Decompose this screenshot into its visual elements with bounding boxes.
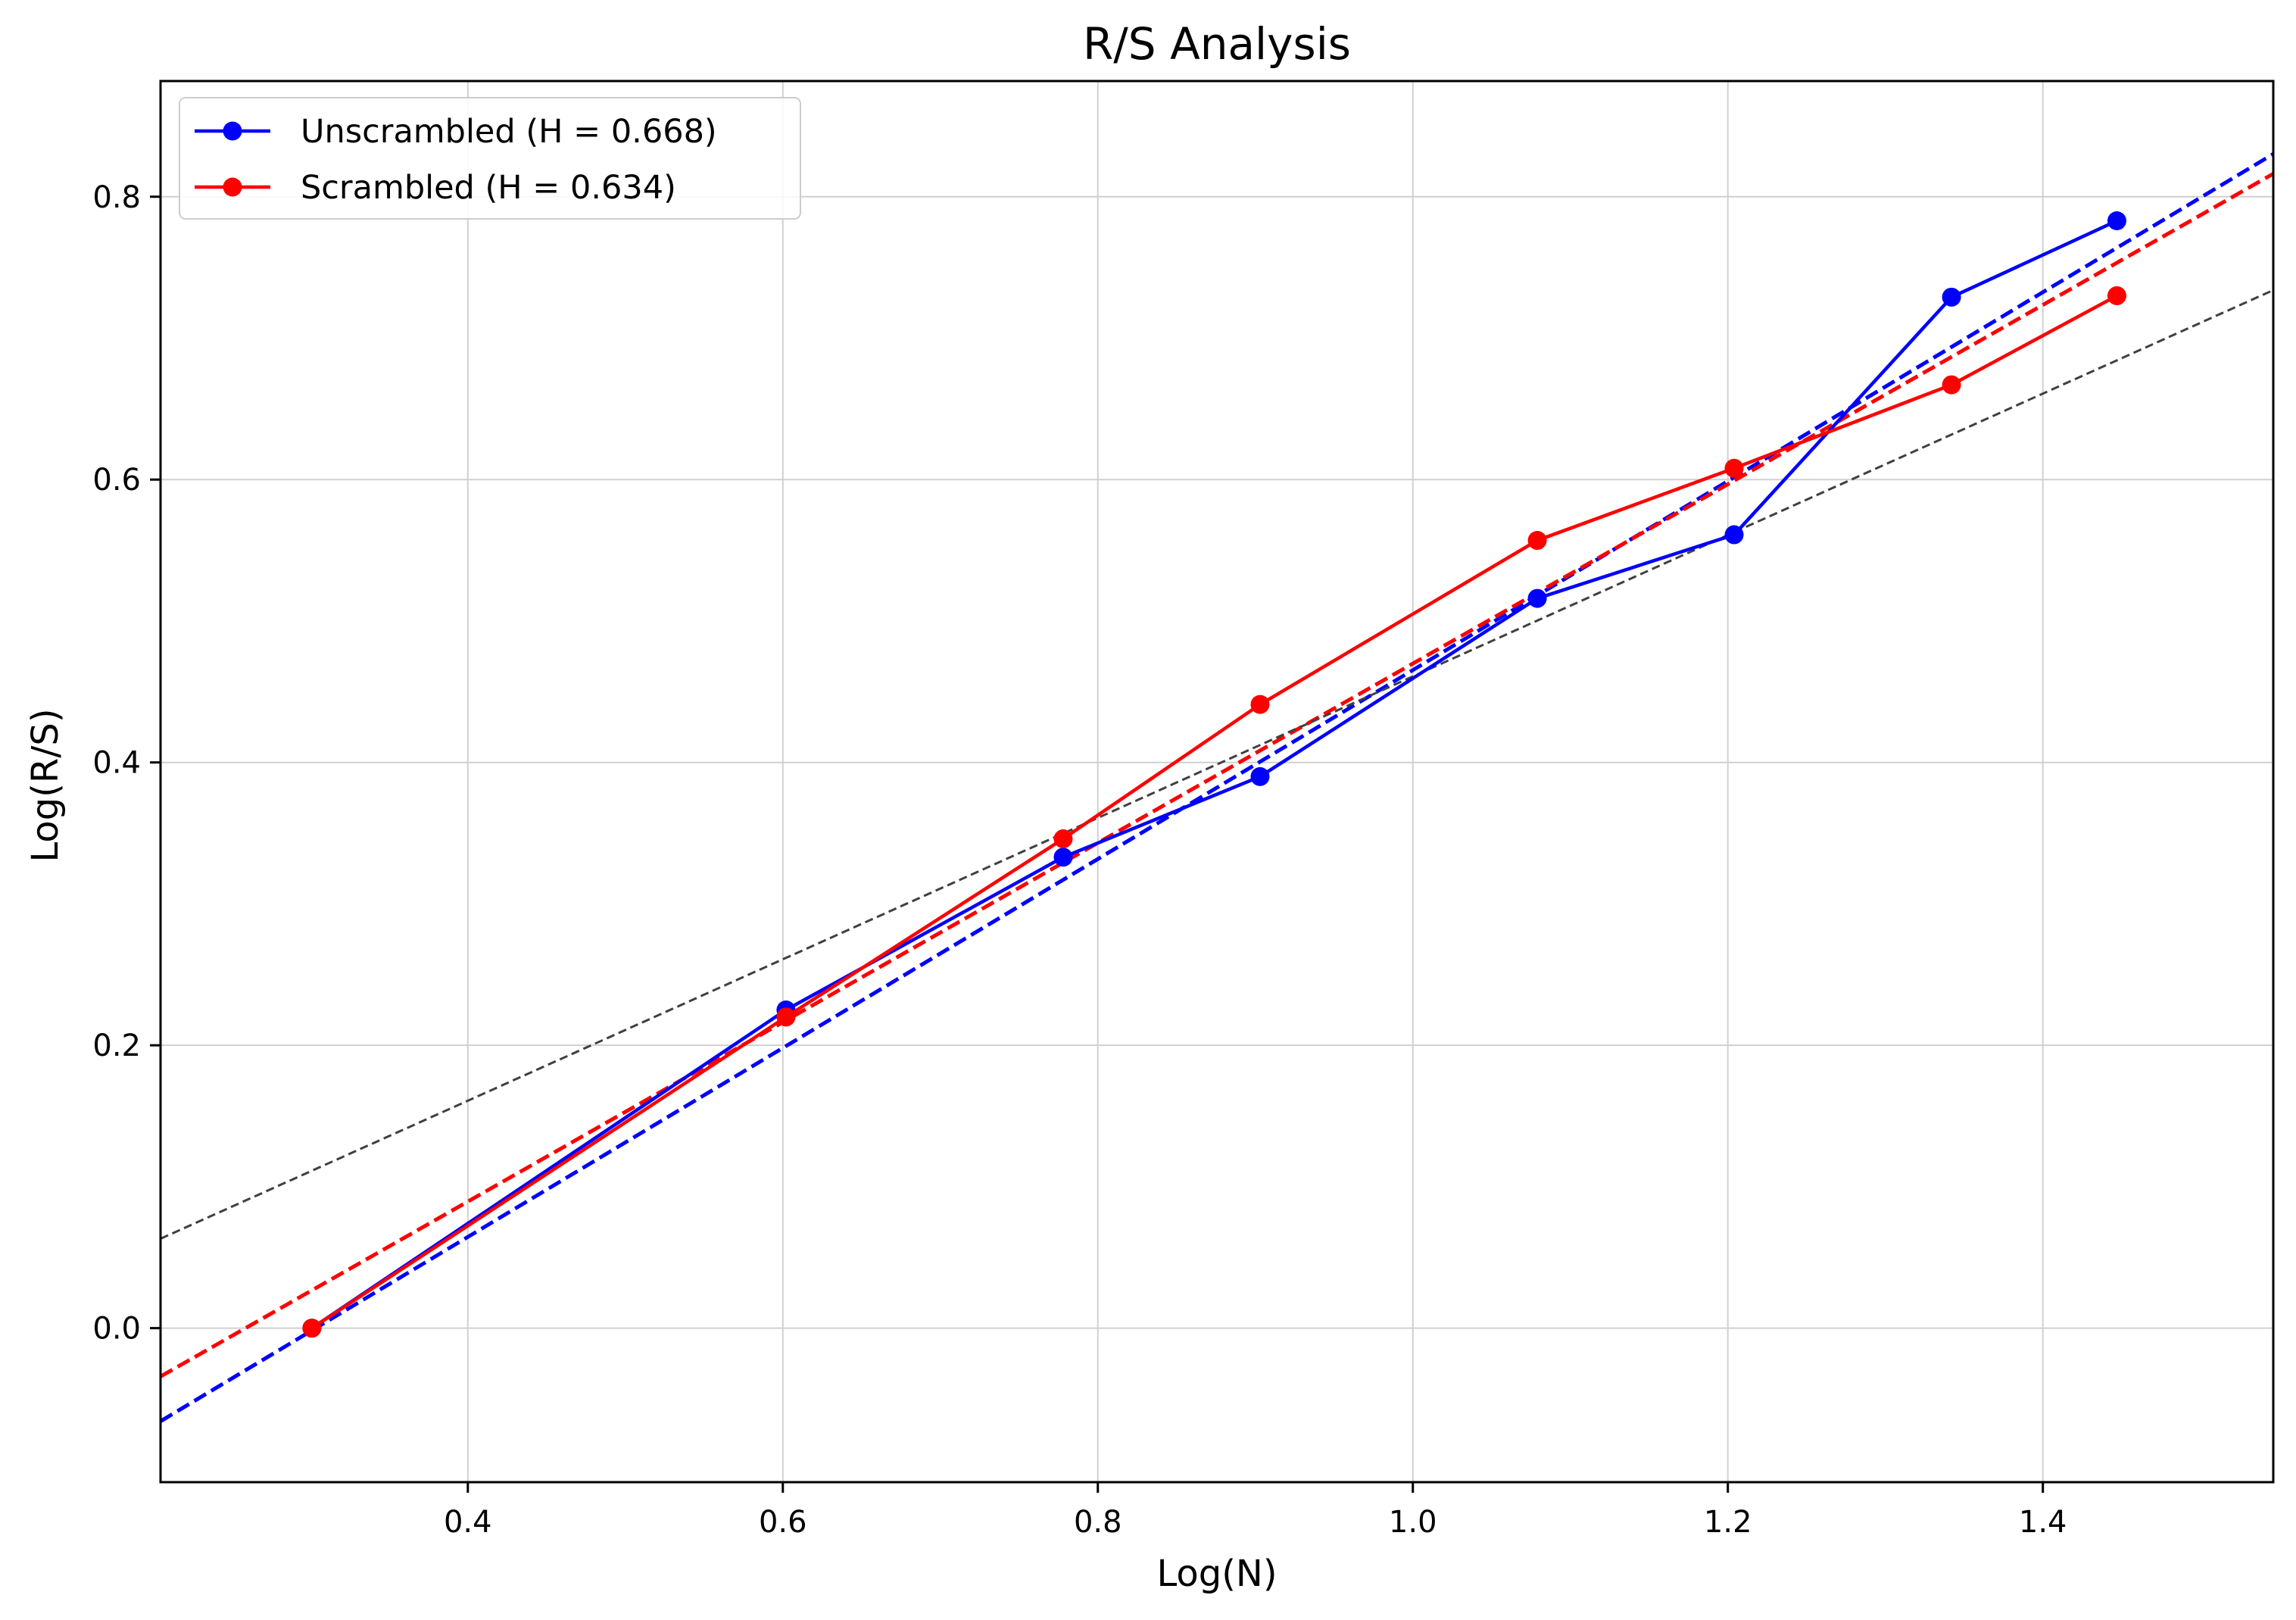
legend-swatch-marker — [223, 177, 242, 197]
data-point — [1527, 588, 1547, 608]
series-line — [310, 294, 2118, 1330]
legend: Unscrambled (H = 0.668) Scrambled (H = 0.… — [179, 97, 801, 220]
fit-lines — [161, 152, 2273, 1423]
y-tick-label: 0.6 — [92, 463, 141, 498]
y-tick-label: 0.0 — [92, 1312, 141, 1347]
data-point — [1250, 766, 1270, 786]
y-tick-label: 0.8 — [92, 180, 141, 215]
ticks: 0.4 0.6 0.8 1.0 1.2 1.4 0.0 0.2 0.4 0.6 0.8 — [92, 180, 2067, 1540]
data-point — [1053, 829, 1073, 849]
series-fit-line — [161, 152, 2273, 1423]
legend-label: Unscrambled (H = 0.668) — [301, 113, 717, 151]
data-point — [1724, 525, 1744, 545]
data-point — [1527, 531, 1547, 551]
x-tick-label: 0.4 — [444, 1505, 492, 1540]
legend-label: Scrambled (H = 0.634) — [301, 169, 676, 207]
data-point — [1724, 458, 1744, 478]
series — [302, 211, 2126, 1338]
series-fit-line — [161, 172, 2273, 1378]
series-line — [310, 219, 2118, 1330]
data-point — [1942, 287, 1961, 307]
x-tick-label: 0.6 — [759, 1505, 807, 1540]
plot-frame — [159, 80, 2275, 1484]
data-point — [776, 1007, 796, 1027]
y-axis-label: Log(R/S) — [24, 708, 67, 862]
data-point — [2107, 211, 2126, 230]
data-point — [1942, 375, 1961, 395]
y-tick-label: 0.2 — [92, 1028, 141, 1063]
y-tick-label: 0.4 — [92, 746, 141, 781]
chart-title: R/S Analysis — [1083, 18, 1351, 70]
legend-box — [179, 97, 801, 220]
x-tick-label: 1.2 — [1704, 1505, 1752, 1540]
x-tick-label: 1.0 — [1389, 1505, 1437, 1540]
data-point — [302, 1319, 322, 1338]
data-point — [1250, 695, 1270, 714]
data-point — [1053, 847, 1073, 867]
x-tick-label: 0.8 — [1074, 1505, 1122, 1540]
data-point — [2107, 286, 2126, 305]
x-axis-label: Log(N) — [1156, 1553, 1277, 1595]
legend-swatch-marker — [223, 121, 242, 141]
x-tick-label: 1.4 — [2019, 1505, 2067, 1540]
